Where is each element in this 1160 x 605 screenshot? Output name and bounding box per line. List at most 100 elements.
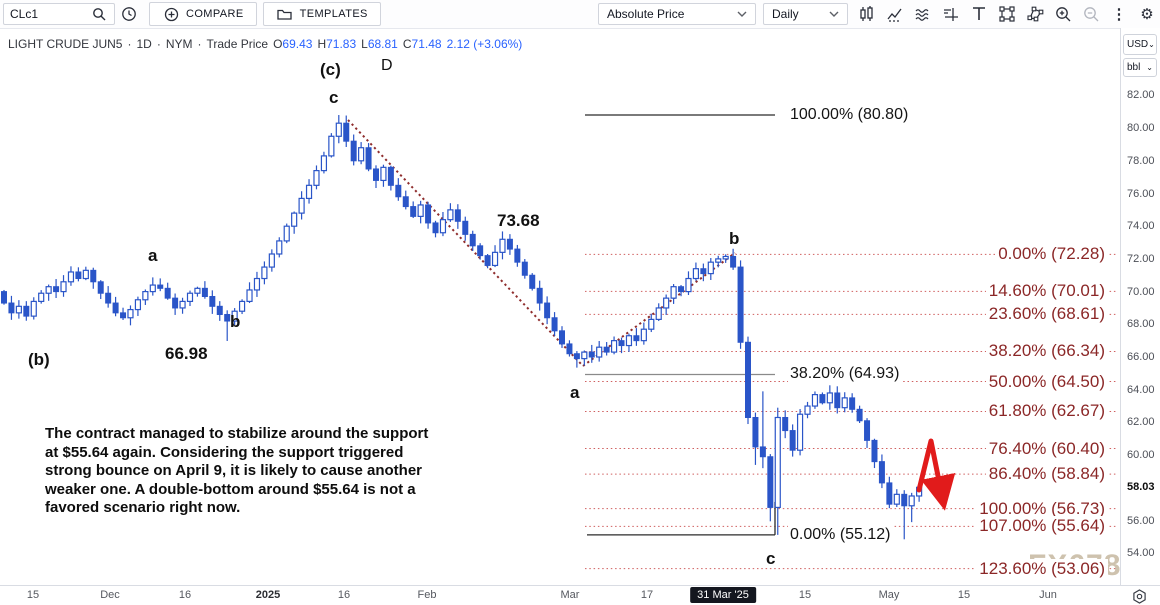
- candle-body: [90, 269, 97, 283]
- wave-label: (c): [320, 60, 341, 79]
- templates-button[interactable]: TEMPLATES: [262, 2, 381, 26]
- zoom-out-icon[interactable]: [1079, 2, 1103, 26]
- candle-body: [97, 281, 104, 294]
- compare-button[interactable]: COMPARE: [149, 2, 257, 26]
- price-axis[interactable]: USD ⌄ bbl ⌄ 82.00 80.00 78.00 76.00 74.00 72.00…: [1121, 28, 1160, 585]
- candle-body: [45, 286, 52, 294]
- candle-body: [179, 300, 186, 309]
- candle-body: [276, 240, 283, 255]
- candle-body: [856, 408, 863, 422]
- candle-body: [871, 439, 878, 463]
- candle-body: [581, 351, 588, 360]
- candle-body: [469, 233, 476, 247]
- candle-body: [373, 168, 379, 181]
- candle-body: [811, 394, 819, 407]
- price-tick: 66.00: [1127, 351, 1155, 363]
- fib-level-label: 86.40% (58.84): [985, 464, 1108, 485]
- candle-body: [454, 209, 461, 222]
- time-tick: 16: [337, 589, 351, 601]
- candle-body: [298, 197, 305, 214]
- candle-body: [231, 310, 238, 322]
- red-arrow-annotation: [916, 438, 956, 511]
- zoom-in-icon[interactable]: [1051, 2, 1075, 26]
- indicators-icon[interactable]: [883, 2, 907, 26]
- rectangle-tool-icon[interactable]: [995, 2, 1019, 26]
- settings-gear-icon[interactable]: ⚙: [1140, 6, 1154, 23]
- price-tick: 56.00: [1127, 514, 1155, 527]
- time-tick: Feb: [417, 589, 437, 601]
- price-tick: 72.00: [1127, 252, 1155, 265]
- candle-body: [305, 184, 313, 200]
- price-tick: 62.00: [1127, 416, 1155, 429]
- candle-body: [610, 340, 618, 353]
- time-tick: 15: [26, 589, 40, 601]
- wave-label: c: [329, 88, 339, 107]
- candle-body: [15, 305, 22, 314]
- candle-body: [395, 184, 402, 198]
- fib-level-label: 50.00% (64.50): [985, 371, 1108, 392]
- candle-body: [640, 328, 647, 342]
- chevron-down-icon: [829, 11, 839, 17]
- time-axis-separator: [0, 585, 1160, 586]
- fib-level-label: 61.80% (62.67): [985, 401, 1108, 422]
- candle-body: [328, 135, 335, 157]
- levels-tool-icon[interactable]: [939, 2, 963, 26]
- candle-body: [804, 405, 811, 415]
- candle-body: [544, 302, 551, 319]
- price-tick: 70.00: [1127, 285, 1155, 298]
- symbol-search-input[interactable]: CLc1: [3, 3, 115, 25]
- candle-body: [678, 286, 685, 293]
- price-mode-dropdown[interactable]: Absolute Price: [598, 3, 756, 25]
- time-axis[interactable]: 15 Dec 16 2025 16 Feb Mar 17 31 Mar '25 15 May 15 Ju…: [0, 586, 1160, 605]
- candle-body: [157, 284, 164, 289]
- interval-dropdown[interactable]: Daily: [763, 3, 848, 25]
- time-tick: 15: [957, 589, 971, 601]
- quick-settings-icon[interactable]: [1132, 589, 1147, 605]
- compare-plus-icon: [162, 5, 180, 23]
- text-tool-icon[interactable]: [967, 2, 991, 26]
- analysis-note: The contract managed to stabilize around…: [45, 425, 429, 517]
- candle-body: [737, 266, 744, 343]
- candle-body: [127, 308, 134, 319]
- history-clock-icon[interactable]: [117, 2, 141, 26]
- wave-label: 73.68: [497, 211, 540, 230]
- candle-body: [82, 269, 89, 280]
- candle-body: [491, 251, 499, 267]
- candle-body: [172, 297, 179, 309]
- candle-body: [908, 495, 915, 507]
- time-tick: 16: [178, 589, 192, 601]
- candle-body: [796, 413, 804, 451]
- candle-body: [194, 287, 201, 294]
- candle-body: [283, 225, 290, 242]
- polygon-tool-icon[interactable]: [1023, 2, 1047, 26]
- candle-body: [752, 416, 759, 448]
- candle-body: [722, 255, 729, 260]
- legend-low: 68.81: [367, 37, 398, 51]
- candle-body: [625, 335, 633, 347]
- more-options-icon[interactable]: ⋮: [1111, 6, 1127, 23]
- currency-dropdown[interactable]: USD ⌄: [1123, 34, 1157, 55]
- candle-body: [164, 287, 171, 299]
- symbol-text: CLc1: [10, 7, 39, 21]
- candle-body: [387, 166, 394, 186]
- candle-body: [886, 482, 893, 505]
- fib-level-label: 123.60% (53.06): [976, 558, 1108, 579]
- waves-icon[interactable]: [911, 2, 935, 26]
- candle-body: [849, 397, 856, 410]
- chart-style-icon[interactable]: [855, 2, 879, 26]
- unit-dropdown[interactable]: bbl ⌄: [1123, 58, 1157, 77]
- legend-symbol: LIGHT CRUDE JUN5: [8, 37, 123, 51]
- legend-open: 69.43: [282, 37, 313, 51]
- candle-body: [670, 286, 677, 299]
- candle-body: [142, 291, 149, 301]
- candle-body: [551, 317, 558, 332]
- price-mode-value: Absolute Price: [607, 7, 685, 21]
- measure-label: 0.00% (55.12): [788, 524, 893, 545]
- candle-body: [320, 155, 328, 172]
- legend-interval: 1D: [136, 37, 152, 51]
- price-tick: 64.00: [1127, 383, 1155, 396]
- candle-body: [75, 271, 82, 280]
- candle-body: [224, 313, 231, 322]
- toolbar-icon-group: ⋮ ⚙ 17: [853, 2, 1160, 26]
